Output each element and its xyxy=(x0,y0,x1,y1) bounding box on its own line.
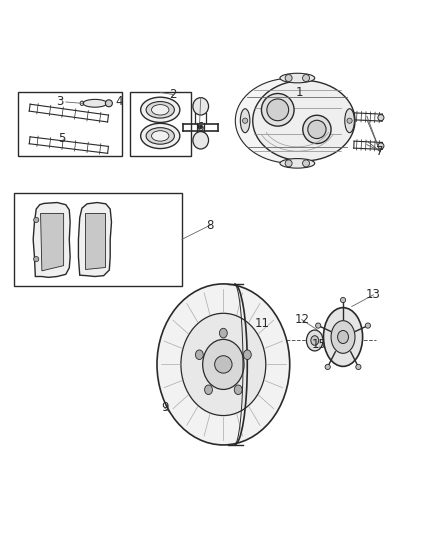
Ellipse shape xyxy=(195,350,203,360)
Ellipse shape xyxy=(340,297,346,303)
Ellipse shape xyxy=(205,385,212,394)
Text: 1: 1 xyxy=(296,86,303,99)
Ellipse shape xyxy=(244,350,251,360)
Ellipse shape xyxy=(152,104,169,115)
Ellipse shape xyxy=(323,308,363,366)
Ellipse shape xyxy=(280,73,315,83)
Text: 6: 6 xyxy=(196,121,203,134)
Ellipse shape xyxy=(308,120,326,139)
Ellipse shape xyxy=(253,80,355,161)
Ellipse shape xyxy=(316,323,321,328)
Ellipse shape xyxy=(146,128,174,144)
Text: 7: 7 xyxy=(376,144,384,158)
Circle shape xyxy=(347,118,352,123)
Ellipse shape xyxy=(83,99,107,107)
Text: 5: 5 xyxy=(58,132,65,144)
Ellipse shape xyxy=(345,109,354,133)
Text: 15: 15 xyxy=(312,338,327,351)
PathPatch shape xyxy=(41,213,64,271)
Circle shape xyxy=(243,118,248,123)
Text: 12: 12 xyxy=(294,313,309,326)
PathPatch shape xyxy=(85,213,105,269)
Ellipse shape xyxy=(331,321,355,353)
Circle shape xyxy=(215,356,232,373)
Text: 9: 9 xyxy=(161,401,168,415)
Circle shape xyxy=(34,217,39,223)
Ellipse shape xyxy=(203,340,244,390)
Bar xyxy=(130,92,191,156)
Text: 13: 13 xyxy=(366,288,381,301)
Ellipse shape xyxy=(234,385,242,394)
PathPatch shape xyxy=(33,203,70,277)
PathPatch shape xyxy=(78,203,112,277)
Ellipse shape xyxy=(141,97,180,123)
Ellipse shape xyxy=(280,158,315,168)
Circle shape xyxy=(34,256,39,262)
Ellipse shape xyxy=(303,115,331,143)
Ellipse shape xyxy=(365,323,371,328)
Ellipse shape xyxy=(235,78,346,163)
Ellipse shape xyxy=(146,102,174,118)
Ellipse shape xyxy=(181,313,266,416)
Ellipse shape xyxy=(311,336,319,345)
Bar xyxy=(18,92,122,156)
Circle shape xyxy=(303,160,310,167)
Text: 2: 2 xyxy=(170,88,177,101)
Ellipse shape xyxy=(141,123,180,149)
Text: 4: 4 xyxy=(115,95,123,109)
Ellipse shape xyxy=(157,284,290,445)
Circle shape xyxy=(303,75,310,82)
Ellipse shape xyxy=(152,131,169,141)
Circle shape xyxy=(199,125,202,129)
Ellipse shape xyxy=(261,93,294,126)
Ellipse shape xyxy=(106,100,113,107)
Ellipse shape xyxy=(240,109,250,133)
Ellipse shape xyxy=(325,365,330,369)
Ellipse shape xyxy=(193,132,208,149)
Ellipse shape xyxy=(307,330,323,351)
Circle shape xyxy=(378,115,384,120)
Text: 8: 8 xyxy=(207,219,214,232)
Ellipse shape xyxy=(267,99,289,120)
Text: 11: 11 xyxy=(255,318,270,330)
Bar xyxy=(14,192,182,286)
Ellipse shape xyxy=(338,330,349,344)
Ellipse shape xyxy=(219,328,227,338)
Circle shape xyxy=(285,75,292,82)
Ellipse shape xyxy=(356,365,361,369)
Ellipse shape xyxy=(193,98,208,115)
Circle shape xyxy=(285,160,292,167)
Text: 3: 3 xyxy=(57,95,64,109)
Circle shape xyxy=(378,143,384,149)
